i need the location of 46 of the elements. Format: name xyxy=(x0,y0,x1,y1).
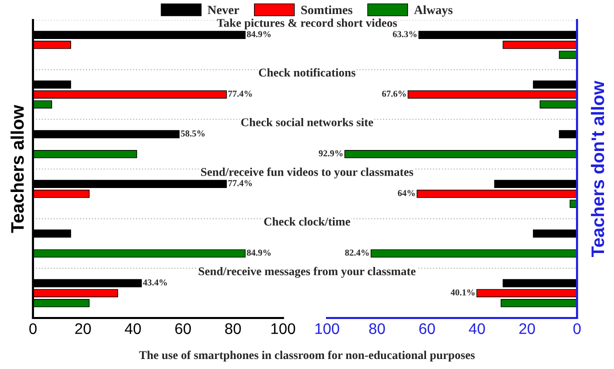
annotation: Send/receive messages from your classmate xyxy=(198,266,416,278)
x-tick-label: 0 xyxy=(573,323,581,334)
x-tick-label: 0 xyxy=(29,323,37,334)
data-label: 84.9% xyxy=(246,31,271,38)
x-tick-label: 80 xyxy=(225,323,241,334)
data-label: 82.4% xyxy=(345,250,369,256)
annotation: Check clock/time xyxy=(264,217,350,226)
bar xyxy=(344,150,578,158)
x-tick-label: 100 xyxy=(271,323,296,334)
data-label: 63.3% xyxy=(392,31,417,38)
data-label: 64% xyxy=(398,190,415,196)
y-axis-title: Teachers allow xyxy=(10,104,24,233)
x-tick-label: 60 xyxy=(419,323,435,334)
data-label: 67.6% xyxy=(382,90,406,97)
data-label: 84.9% xyxy=(246,250,271,256)
x-tick-label: 100 xyxy=(315,323,340,334)
bar xyxy=(494,180,578,188)
data-label: 77.4% xyxy=(228,180,252,186)
x-tick-label: 60 xyxy=(175,323,191,334)
bar xyxy=(418,30,578,39)
bar xyxy=(532,80,578,89)
data-label: 92.9% xyxy=(318,150,343,156)
bar xyxy=(540,100,578,109)
bar xyxy=(408,90,578,99)
x-tick-label: 40 xyxy=(468,323,485,334)
x-tick-label: 20 xyxy=(75,323,91,334)
x-tick-label: 80 xyxy=(369,323,385,334)
annotation: Take pictures & record short videos xyxy=(216,18,397,30)
legend-label: Somtimes xyxy=(301,5,352,14)
bar xyxy=(558,130,578,138)
annotation: Send/receive fun videos to your classmates xyxy=(201,168,414,178)
y-axis-title: Teachers don't allow xyxy=(590,80,604,258)
data-label: 77.4% xyxy=(228,90,252,97)
legend-label: Always xyxy=(414,5,453,17)
legend-label: Never xyxy=(208,6,240,14)
x-tick-label: 20 xyxy=(519,323,535,334)
data-label: 40.1% xyxy=(450,289,475,296)
bar xyxy=(500,299,578,308)
data-label: 58.5% xyxy=(180,130,205,137)
x-axis-title: The use of smartphones in classroom for non-educational purposes xyxy=(139,350,475,362)
annotation: Check social networks site xyxy=(241,118,374,126)
x-tick-label: 40 xyxy=(124,323,141,334)
data-label: 43.4% xyxy=(142,279,167,286)
bar xyxy=(370,249,578,258)
bar xyxy=(532,229,578,238)
annotation: Check notifications xyxy=(258,68,356,77)
